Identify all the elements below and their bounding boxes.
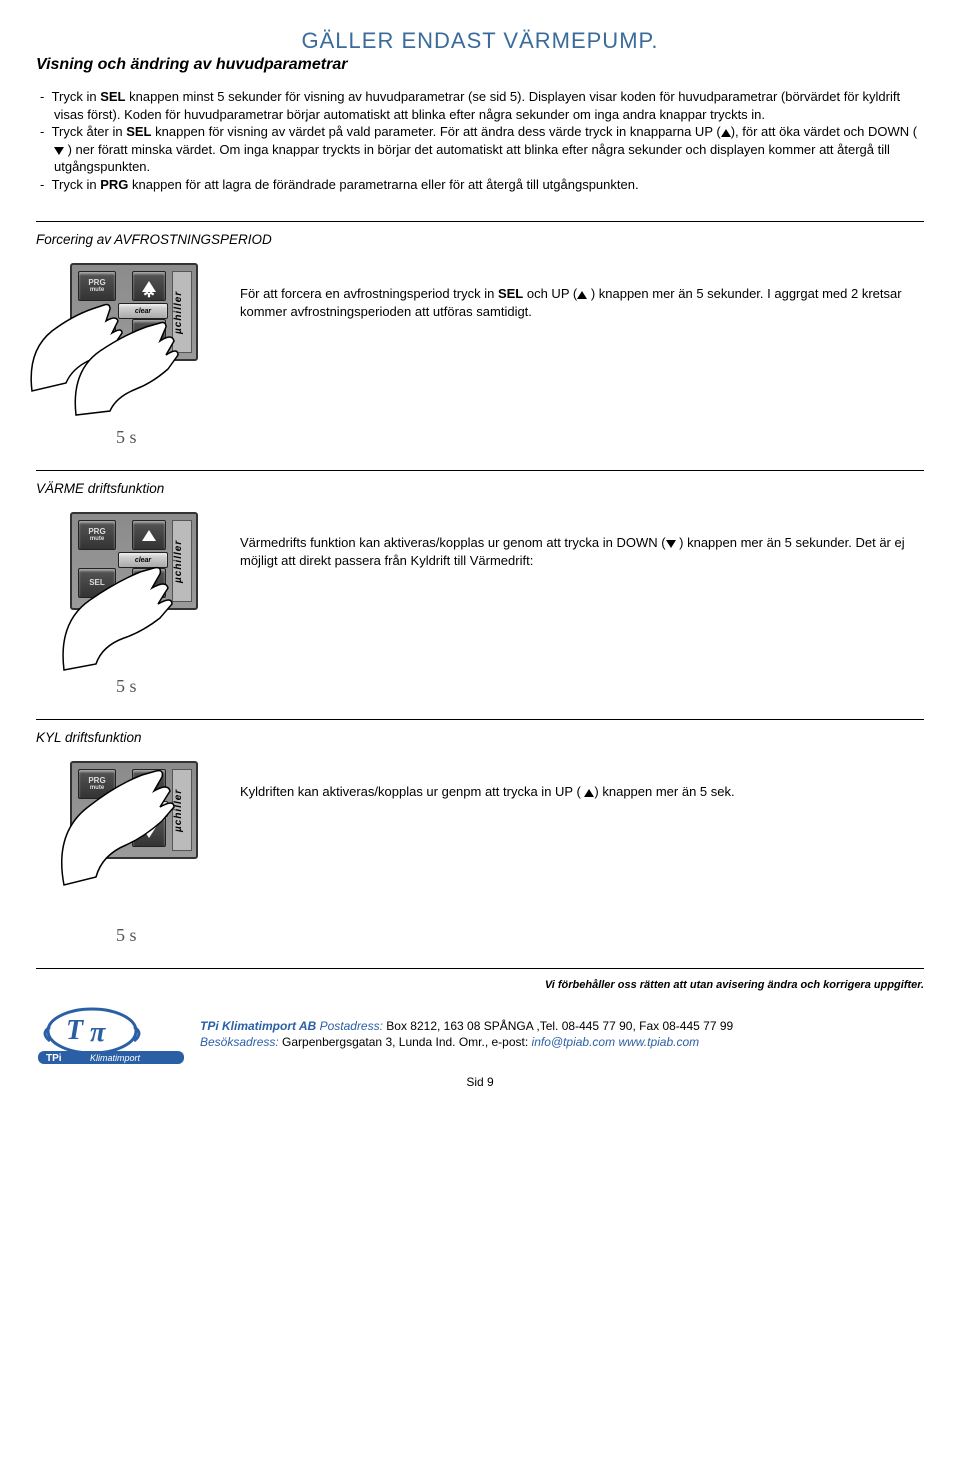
side-label: µchiller bbox=[172, 520, 192, 602]
email-link[interactable]: info@tpiab.com bbox=[532, 1035, 616, 1049]
triangle-down-icon bbox=[142, 329, 156, 340]
web-link[interactable]: www.tpiab.com bbox=[618, 1035, 699, 1049]
triangle-down-icon bbox=[142, 578, 156, 589]
disclaimer: Vi förbehåller oss rätten att utan avise… bbox=[36, 979, 924, 991]
company-logo: T π TPi Klimatimport bbox=[36, 1003, 186, 1065]
prg-button: PRGmute bbox=[78, 520, 116, 550]
controller-illustration: PRGmute SEL ✲ clear µchiller 5 s bbox=[36, 255, 216, 448]
triangle-up-icon bbox=[142, 530, 156, 541]
up-button: ✲ bbox=[132, 769, 166, 799]
logo-brand: TPi bbox=[46, 1053, 62, 1064]
controller-illustration: PRGmute SEL ✲ clear µchiller 5 s bbox=[36, 753, 216, 946]
section-heading-forcering: Forcering av AVFROSTNINGSPERIOD bbox=[36, 232, 924, 247]
sel-button: SEL bbox=[78, 568, 116, 598]
section-text: För att forcera en avfrostningsperiod tr… bbox=[240, 255, 924, 320]
logo-brand-sub: Klimatimport bbox=[90, 1053, 141, 1063]
clear-button: clear bbox=[118, 303, 168, 319]
section-heading-kyl: KYL driftsfunktion bbox=[36, 730, 924, 745]
section-heading-varme: VÄRME driftsfunktion bbox=[36, 481, 924, 496]
footer-text: TPi Klimatimport AB Postadress: Box 8212… bbox=[200, 1018, 733, 1050]
prg-button: PRGmute bbox=[78, 769, 116, 799]
page-subtitle: Visning och ändring av huvudparametrar bbox=[36, 56, 924, 74]
side-label: µchiller bbox=[172, 769, 192, 851]
clear-button: clear bbox=[118, 552, 168, 568]
intro-item-3: - Tryck in PRG knappen för att lagra de … bbox=[40, 176, 924, 194]
page-number: Sid 9 bbox=[36, 1075, 924, 1089]
divider bbox=[36, 719, 924, 720]
up-button: ✲ bbox=[132, 271, 166, 301]
sel-button: SEL bbox=[78, 319, 116, 349]
page-title: GÄLLER ENDAST VÄRMEPUMP. bbox=[36, 28, 924, 54]
prg-button: PRGmute bbox=[78, 271, 116, 301]
clear-button: clear bbox=[118, 801, 168, 817]
controller-illustration: PRGmute SEL clear µchiller 5 s bbox=[36, 504, 216, 697]
triangle-up-icon bbox=[577, 291, 587, 299]
divider bbox=[36, 470, 924, 471]
intro-item-2: - Tryck åter in SEL knappen för visning … bbox=[40, 123, 924, 176]
triangle-down-icon bbox=[666, 540, 676, 548]
down-button bbox=[132, 319, 166, 349]
triangle-down-icon bbox=[54, 147, 64, 155]
down-button bbox=[132, 817, 166, 847]
intro-item-1: - Tryck in SEL knappen minst 5 sekunder … bbox=[40, 88, 924, 123]
divider bbox=[36, 221, 924, 222]
section-text: Kyldriften kan aktiveras/kopplas ur genp… bbox=[240, 753, 924, 801]
intro-paragraphs: - Tryck in SEL knappen minst 5 sekunder … bbox=[36, 88, 924, 193]
section-body-varme: PRGmute SEL clear µchiller 5 s Värmedrif… bbox=[36, 504, 924, 697]
side-label: µchiller bbox=[172, 271, 192, 353]
up-button bbox=[132, 520, 166, 550]
triangle-up-icon bbox=[584, 789, 594, 797]
divider bbox=[36, 968, 924, 969]
section-text: Värmedrifts funktion kan aktiveras/koppl… bbox=[240, 504, 924, 569]
down-button bbox=[132, 568, 166, 598]
triangle-down-icon bbox=[142, 827, 156, 838]
svg-text:π: π bbox=[90, 1017, 106, 1048]
section-body-kyl: PRGmute SEL ✲ clear µchiller 5 s Kyldrif… bbox=[36, 753, 924, 946]
section-body-forcering: PRGmute SEL ✲ clear µchiller 5 s För att… bbox=[36, 255, 924, 448]
footer: T π TPi Klimatimport TPi Klimatimport AB… bbox=[36, 1003, 924, 1065]
sel-button: SEL bbox=[78, 817, 116, 847]
triangle-up-icon bbox=[721, 129, 731, 137]
svg-text:T: T bbox=[66, 1015, 85, 1046]
